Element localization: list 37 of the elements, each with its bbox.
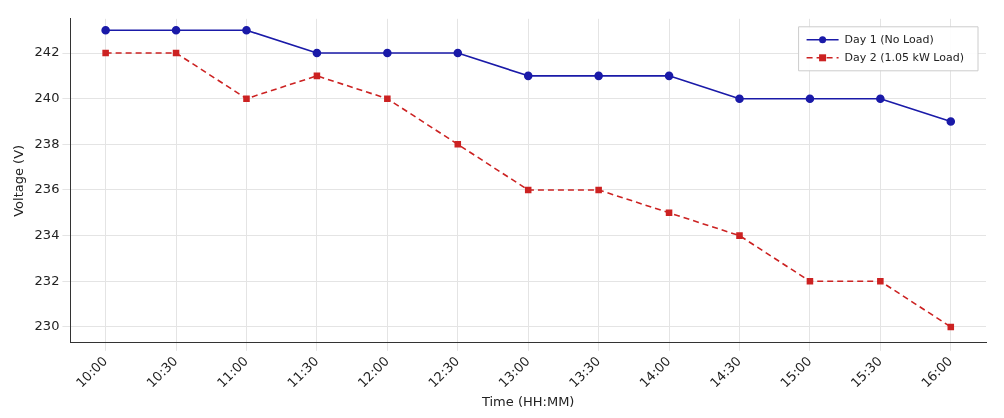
y-tick-label: 242: [34, 44, 60, 60]
y-tick-label: 236: [34, 181, 60, 197]
point: [242, 25, 251, 35]
y-tick-label: 234: [34, 226, 60, 242]
point: [806, 277, 814, 285]
point: [523, 71, 533, 81]
point: [383, 48, 392, 58]
point: [172, 49, 180, 57]
point: [805, 94, 815, 103]
x-axis-title: Time (HH:MM): [480, 393, 575, 409]
point: [313, 72, 321, 80]
y-axis-title: Voltage (V): [11, 144, 27, 217]
point: [947, 323, 955, 331]
point: [877, 277, 884, 285]
point: [946, 117, 956, 126]
point: [735, 94, 744, 103]
point: [524, 186, 532, 194]
point: [171, 25, 181, 35]
legend-label: Day 2 (1.05 kW Load): [844, 50, 965, 64]
point: [454, 141, 462, 148]
point: [312, 48, 322, 58]
point: [453, 48, 463, 58]
point: [595, 186, 602, 194]
legend-label: Day 1 (No Load): [844, 32, 934, 46]
y-tick-label: 230: [34, 318, 60, 334]
point: [876, 94, 885, 103]
point: [594, 71, 603, 81]
point: [101, 25, 110, 35]
y-tick-label: 240: [34, 90, 60, 106]
point: [665, 209, 673, 217]
point: [102, 49, 109, 57]
point: [736, 232, 743, 239]
point: [384, 95, 391, 102]
y-tick-label: 238: [34, 135, 60, 151]
point: [243, 95, 250, 102]
y-tick-label: 232: [34, 272, 60, 288]
point: [664, 71, 674, 81]
